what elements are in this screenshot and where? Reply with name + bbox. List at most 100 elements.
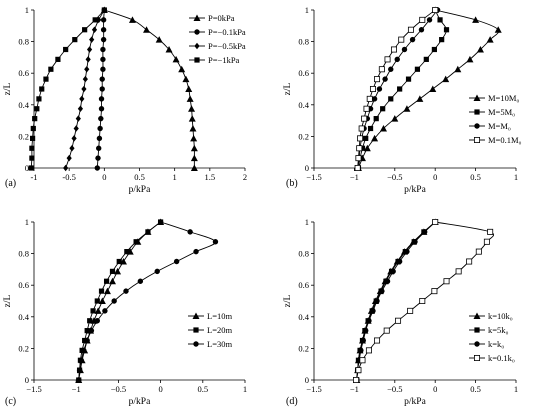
x-tick-label: −1.5 <box>306 384 321 394</box>
data-point <box>100 56 106 63</box>
data-point <box>405 76 412 82</box>
data-point <box>193 248 199 255</box>
data-point <box>374 337 381 344</box>
legend-marker <box>194 57 200 63</box>
data-point <box>363 135 369 141</box>
data-point <box>103 287 111 295</box>
data-point <box>442 75 450 83</box>
data-point <box>173 258 180 265</box>
legend-marker <box>473 354 480 361</box>
panel-label: (d) <box>286 396 298 407</box>
data-point <box>431 288 438 295</box>
data-point <box>355 155 362 162</box>
y-tick-label: 0.2 <box>18 343 29 353</box>
data-point <box>475 248 482 255</box>
legend-marker <box>474 341 480 347</box>
data-point <box>99 86 105 92</box>
data-point <box>190 134 198 142</box>
data-point <box>384 56 391 63</box>
data-point <box>359 357 366 364</box>
data-point <box>81 347 87 354</box>
data-point <box>75 115 81 122</box>
legend-marker <box>473 312 481 319</box>
data-point <box>39 86 45 92</box>
data-point <box>92 17 98 23</box>
data-point <box>418 27 425 33</box>
data-point <box>212 239 219 245</box>
data-point <box>82 75 88 83</box>
y-tick-label: 0.4 <box>18 100 29 110</box>
data-point <box>378 66 385 73</box>
panel-d: −1.5 −1 −0.5 0 0.5 1 0 0.2 0.4 0.6 0.8 1 p/kPa z/L (d)… <box>283 217 518 407</box>
data-point <box>78 357 84 363</box>
y-tick-label: 0.8 <box>18 37 29 47</box>
x-axis-title: p/kPa <box>129 397 151 407</box>
data-point <box>365 347 372 354</box>
data-point <box>95 155 101 161</box>
legend-marker <box>474 109 480 115</box>
x-tick-label: 0 <box>433 384 437 394</box>
data-point <box>483 238 490 245</box>
data-point <box>76 377 82 383</box>
data-point <box>394 56 400 63</box>
data-point <box>419 16 426 23</box>
y-tick-label: 0.4 <box>298 312 309 322</box>
data-point <box>361 115 368 122</box>
data-point <box>396 258 403 265</box>
legend-label: k=10k₀ <box>488 311 513 321</box>
data-point <box>29 135 36 141</box>
data-point <box>69 145 75 152</box>
data-point <box>187 229 193 235</box>
legend-label: M=M₀ <box>488 121 511 131</box>
data-point <box>487 228 494 235</box>
data-point <box>172 55 180 63</box>
data-point <box>379 125 387 132</box>
data-point <box>397 86 403 92</box>
data-point <box>360 337 366 344</box>
data-point <box>390 268 396 275</box>
data-point <box>390 46 397 53</box>
data-point <box>157 219 164 225</box>
y-tick-label: 1 <box>305 217 309 227</box>
data-point <box>98 115 104 122</box>
legend-marker <box>474 327 480 333</box>
data-point <box>371 96 378 102</box>
data-point <box>123 288 129 294</box>
y-tick-label: 0.4 <box>18 312 29 322</box>
data-point <box>72 37 78 43</box>
data-point <box>466 258 473 265</box>
data-point <box>443 27 450 33</box>
y-tick-label: 0.8 <box>18 249 29 259</box>
data-point <box>414 66 421 72</box>
data-point <box>486 36 494 43</box>
data-point <box>100 27 107 33</box>
data-point <box>382 76 388 82</box>
data-point <box>29 155 35 161</box>
data-point <box>189 125 197 132</box>
data-point <box>429 85 437 92</box>
data-point <box>89 36 95 43</box>
legend-label: k=0.1k₀ <box>488 353 515 363</box>
data-point <box>358 125 365 132</box>
panel-a: -1 -0.5 0 0.5 1 1.5 2 0 0.2 0.4 0.6 0.8 1 p/kPa z/L (a)… <box>3 5 247 195</box>
y-axis-title: z/L <box>283 294 293 307</box>
data-point <box>370 308 376 314</box>
data-point <box>86 46 93 53</box>
y-tick-label: 0 <box>25 163 29 173</box>
y-tick-label: 0 <box>25 375 29 385</box>
data-point <box>63 164 69 172</box>
data-point <box>28 165 34 171</box>
data-point <box>373 116 379 122</box>
data-point <box>90 308 96 314</box>
y-tick-label: 0.4 <box>298 100 309 110</box>
data-point <box>82 27 88 33</box>
y-axis-title: z/L <box>3 294 13 307</box>
data-point <box>96 145 102 151</box>
data-point <box>34 106 40 112</box>
legend-label: P=−0.1kPa <box>208 27 246 37</box>
x-tick-label: -1 <box>30 172 37 182</box>
legend-marker <box>193 14 201 21</box>
data-point <box>355 367 362 374</box>
data-point <box>443 278 450 285</box>
